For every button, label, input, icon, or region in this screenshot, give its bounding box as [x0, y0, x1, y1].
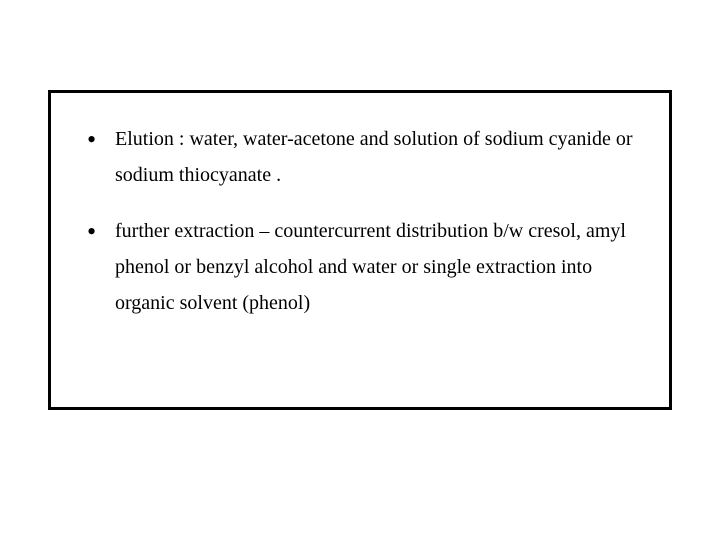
content-box: Elution : water, water-acetone and solut… [48, 90, 672, 410]
bullet-list: Elution : water, water-acetone and solut… [77, 121, 643, 321]
bullet-text: further extraction – countercurrent dist… [115, 220, 626, 314]
list-item: further extraction – countercurrent dist… [97, 213, 643, 321]
slide: Elution : water, water-acetone and solut… [0, 0, 720, 540]
list-item: Elution : water, water-acetone and solut… [97, 121, 643, 193]
bullet-text: Elution : water, water-acetone and solut… [115, 128, 633, 186]
